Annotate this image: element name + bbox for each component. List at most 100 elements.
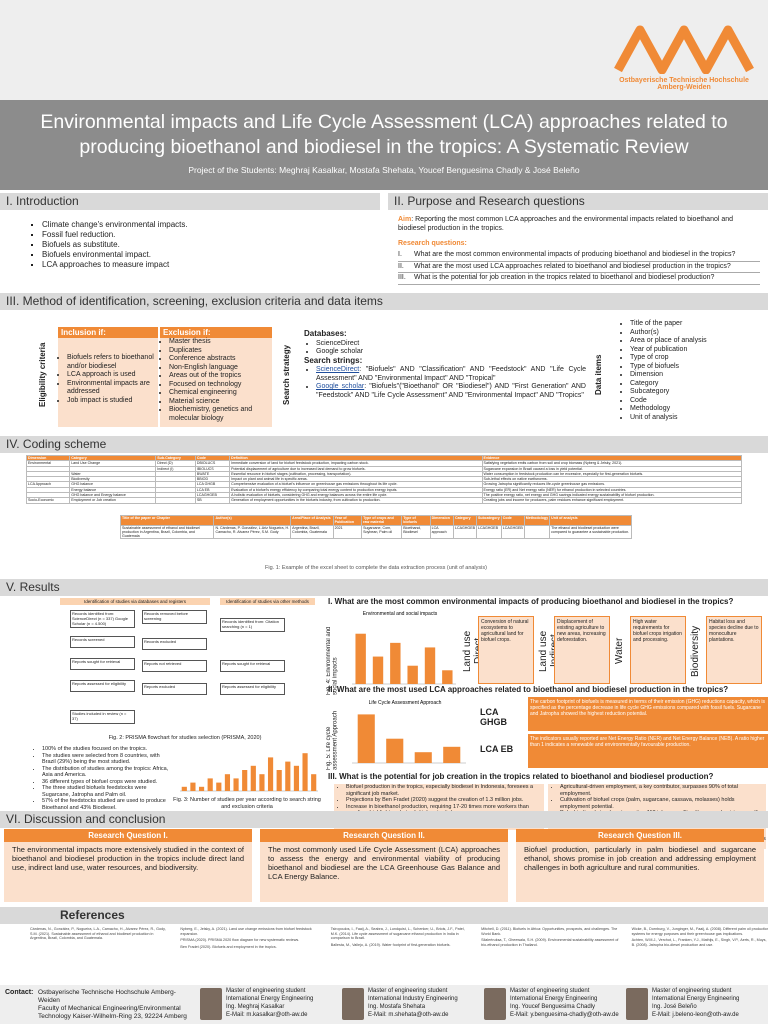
list-item: Job impact is studied [67, 397, 158, 406]
search-string: ScienceDirect: "Biofuels" AND "Classific… [316, 366, 586, 383]
person: Master of engineering student Internation… [484, 988, 624, 1022]
bar [442, 670, 453, 684]
fig3-chart [180, 753, 318, 792]
flow-box: Reports sought for retrieval [70, 658, 135, 670]
bar [414, 752, 432, 763]
bar [424, 647, 436, 684]
address: Faculty of Mechanical Engineering/Enviro… [38, 1005, 187, 1020]
list-item: Focused on technology [169, 381, 272, 390]
bar [267, 757, 274, 791]
flow-box: Reports excluded [142, 683, 207, 695]
prisma-flowchart: Identification of studies via databases … [60, 598, 318, 733]
flow-box: Studies included in review (n = 37) [70, 710, 135, 724]
caption: Fig. 4: Environmental and social impacts [326, 626, 339, 695]
section-heading: IV. Coding scheme [0, 436, 768, 453]
section-heading: II. Purpose and Research questions [388, 193, 768, 210]
question-text: What are the most used LCA approaches re… [414, 262, 731, 270]
cell: Environmental [25, 460, 71, 467]
cell: Bioethanol, Biodiesel [401, 524, 431, 540]
lca-text: The carbon footprint of biofuels is meas… [528, 697, 768, 731]
institution: Ostbayerische Technische Hochschule Ambe… [38, 989, 176, 1004]
list-item: Climate change's environmental impacts. [42, 220, 370, 230]
list-item: Biofuels as substitute. [42, 240, 370, 250]
inclusion-box: Inclusion if: Biofuels refers to bioetha… [58, 327, 158, 427]
header-bg [0, 0, 768, 100]
strings-title: Search strings: [304, 355, 363, 365]
box-title: Research Question III. [516, 829, 764, 842]
person-role: Master of engineering student [368, 988, 448, 994]
header-cell: Type of biofuels [401, 515, 431, 526]
discussion-box: Research Question I. The environmental im… [4, 829, 252, 902]
photo [626, 988, 648, 1020]
flow-box: Reports sought for retrieval [220, 660, 285, 672]
row: Sustainable assessment of ethanol and bi… [119, 524, 632, 540]
reference: Mitchell, D. (2011). Biofuels in Africa:… [481, 927, 618, 936]
lca-item: LCA GHGB The carbon footprint of biofuels… [480, 697, 768, 731]
bar [355, 633, 366, 684]
bar [407, 665, 418, 684]
question: II. What are the most used LCA approaches… [398, 262, 760, 273]
person-name: Ing. Youcef Benguesima Chadly [510, 1004, 596, 1010]
bar [233, 778, 239, 791]
table: Title of the paper or Chapter Author(s) Ar… [119, 515, 632, 540]
cell: N. Cárdenas, P. González, L.Ariz Nogueir… [213, 524, 292, 540]
person-name: Ing. Meghraj Kasalkar [226, 1004, 285, 1010]
cell: Socio-Economic [25, 497, 71, 504]
coding-table: Dimension Category Sub-Category Code Definit… [25, 454, 743, 504]
rq-label: Research questions: [398, 240, 467, 247]
list-item: Fossil fuel reduction. [42, 230, 370, 240]
caption: Fig. 2: PRISMA flowchart for studies sel… [108, 735, 262, 741]
bar [216, 782, 222, 791]
question-num: I. [398, 251, 402, 258]
question-text: What is the potential for job creation i… [414, 274, 715, 281]
lca-label: LCA EB [480, 744, 514, 754]
photo [200, 988, 222, 1020]
header-cell: Code [500, 515, 525, 526]
cell: LCAGHGEB [453, 524, 477, 540]
bar [198, 786, 205, 791]
impact-text: High water requirements for biofuel crop… [630, 616, 686, 684]
impact-text: Conversion of natural ecosystems to agri… [478, 616, 534, 684]
person-role: Master of engineering student [652, 988, 732, 994]
results-list: 100% of the studies focused on the tropi… [30, 746, 170, 811]
flow-title: Identification of studies via other meth… [220, 598, 315, 605]
logo-line: Ostbayerische Technische Hochschule [619, 77, 749, 84]
subtitle: Project of the Students: Meghraj Kasalka… [188, 165, 580, 175]
cell: Employment or Job creation [69, 497, 157, 504]
person-name: Ing. José Beleño [652, 1004, 697, 1010]
section-heading: I. Introduction [0, 193, 380, 210]
list-item: 57% of the feedstocks studied are used t… [42, 798, 170, 811]
person-role: Master of engineering student [510, 988, 590, 994]
impact: Land use DirectConversion of natural eco… [462, 612, 536, 688]
search-label: Search strategy [282, 344, 291, 406]
cell [523, 524, 551, 540]
section-heading: V. Results [0, 579, 768, 596]
header-cell: Subcategory [476, 515, 502, 526]
person-name: Ing. Mostafa Shehata [368, 1004, 426, 1010]
strings-list: ScienceDirect: "Biofuels" AND "Classific… [304, 366, 586, 400]
bar [293, 765, 300, 791]
header-cell: Unit of analysis [549, 515, 632, 526]
cell: Argentina, Brazil, Colombia, Guatemala [290, 524, 334, 540]
bar [250, 765, 256, 791]
exclusion-title: Exclusion if: [160, 327, 272, 338]
impacts: Land use DirectConversion of natural eco… [462, 612, 768, 688]
fig4-chart: Environmental and social impacts [352, 611, 456, 685]
person-program: International Energy Engineering [652, 996, 740, 1002]
chart-title: Life Cycle Assessment Approach [369, 700, 442, 706]
list-item: Methodology [630, 405, 768, 414]
list-item: The studies were selected from 8 countri… [42, 753, 170, 766]
cell: LCAGHGEB [476, 524, 502, 540]
rq-list: I. What are the most common environmental… [398, 250, 760, 285]
cell: 2021 [332, 524, 363, 540]
list-item: Areas out of the tropics [169, 372, 272, 381]
contact-label: Contact: [5, 989, 34, 996]
flow-title: Identification of studies via databases … [60, 598, 210, 605]
flow-box: Records removed before screening [142, 610, 207, 624]
bar [242, 770, 248, 791]
list-item: Unit of analysis [630, 414, 768, 423]
impact: Water High water requirements for biofuel… [614, 612, 688, 688]
cell: IBIOLUCS [194, 465, 231, 472]
person-email: E-Mail: j.beleno-leon@oth-aw.de [652, 1012, 739, 1018]
list-item: Conference abstracts [169, 355, 272, 364]
